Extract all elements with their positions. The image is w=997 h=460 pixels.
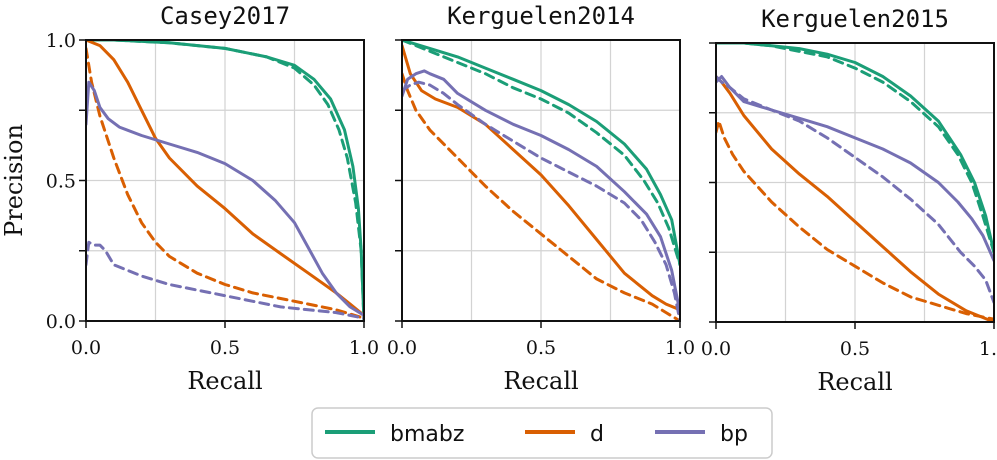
x-tick-label: 1.0 (349, 337, 379, 359)
series-d-dashed (86, 46, 364, 320)
x-tick-label: 0.5 (210, 337, 240, 359)
x-tick-label: 0.5 (526, 337, 556, 359)
x-tick-label: 0.0 (71, 337, 101, 359)
x-tick-label: 0.0 (701, 338, 731, 360)
series-bp-dashed (716, 75, 994, 304)
y-tick-label: 0.5 (46, 171, 76, 193)
series-bmabz-solid (716, 43, 994, 254)
series-bp-dashed (402, 80, 680, 321)
series-d-solid (86, 40, 364, 317)
x-axis-label: Recall (187, 367, 262, 395)
y-tick-label: 0.0 (46, 311, 76, 333)
subplot-casey2017: 0.0 0.5 1.0 0.0 0.5 1.0 Casey2017 Recall Precisi… (0, 2, 379, 395)
x-axis-label: Recall (503, 367, 578, 395)
series-bp-solid (86, 80, 364, 317)
series-bp-solid (402, 69, 680, 315)
x-tick-label: 1.0 (979, 338, 997, 360)
subplot-kerguelen2014: 0.0 0.5 1.0 Kerguelen2014 Recall (387, 2, 695, 395)
series-d-dashed (716, 119, 994, 321)
series-bp-dashed (86, 240, 364, 320)
subplot-title: Kerguelen2014 (447, 2, 635, 30)
series-d-solid (716, 75, 994, 322)
series-d-solid (402, 44, 680, 312)
series-bmabz-dashed (402, 40, 680, 267)
legend-label-bp: bp (720, 422, 748, 447)
x-axis-label: Recall (817, 368, 892, 396)
subplot-title: Kerguelen2015 (761, 5, 949, 33)
series-d-dashed (402, 72, 680, 321)
series-bmabz-dashed (86, 40, 364, 321)
y-tick-label: 1.0 (46, 30, 76, 52)
x-tick-label: 1.0 (665, 337, 695, 359)
series-bmabz-dashed (716, 43, 994, 254)
y-axis-label: Precision (0, 124, 28, 237)
x-tick-label: 0.5 (840, 338, 870, 360)
series-bmabz-solid (402, 40, 680, 267)
legend-label-bmabz: bmabz (390, 422, 464, 447)
subplot-kerguelen2015: 0.0 0.5 1.0 Kerguelen2015 Recall (701, 5, 997, 396)
subplot-title: Casey2017 (160, 2, 290, 30)
legend: bmabz d bp (311, 407, 773, 459)
x-tick-label: 0.0 (387, 337, 417, 359)
legend-label-d: d (590, 422, 604, 447)
